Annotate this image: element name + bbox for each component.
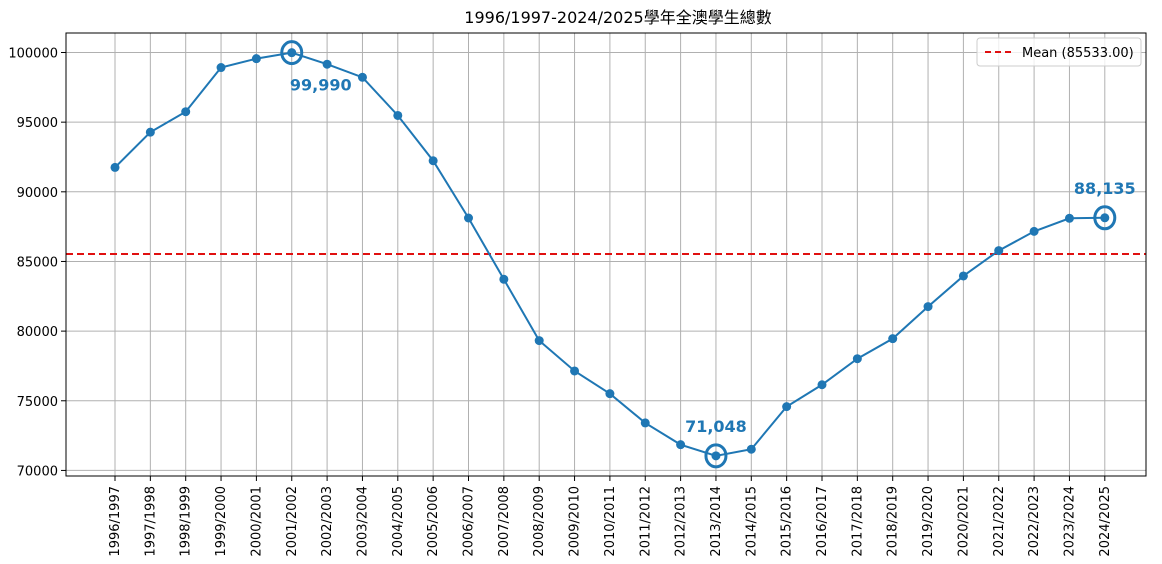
data-point	[181, 107, 191, 117]
data-point	[570, 366, 580, 376]
x-tick-label: 2021/2022	[992, 486, 1007, 557]
x-tick-label: 2022/2023	[1027, 486, 1042, 557]
annotation-marker	[704, 443, 728, 469]
x-tick-label: 1999/2000	[214, 486, 229, 557]
data-point	[393, 110, 403, 120]
x-tick-label: 2017/2018	[850, 486, 865, 557]
annotation-label: 71,048	[685, 417, 747, 436]
data-point	[428, 156, 438, 166]
x-tick-label: 2001/2002	[285, 486, 300, 557]
annotation-label: 88,135	[1074, 179, 1136, 198]
data-point	[357, 72, 367, 82]
data-point	[1029, 226, 1039, 236]
annotation-label: 99,990	[290, 76, 352, 95]
chart-title: 1996/1997-2024/2025學年全澳學生總數	[464, 8, 771, 27]
x-tick-label: 1996/1997	[108, 486, 123, 557]
x-axis-ticks: 1996/1997 1997/1998 1998/1999 1999/2000 2000…	[108, 476, 1113, 557]
y-tick-label: 70000	[17, 464, 58, 479]
x-tick-label: 2002/2003	[320, 486, 335, 557]
annotations: 99,990 71,048 88,135	[280, 40, 1136, 469]
y-tick-label: 80000	[17, 325, 58, 340]
x-tick-label: 2019/2020	[921, 486, 936, 557]
data-point	[888, 334, 898, 344]
y-tick-label: 75000	[17, 395, 58, 410]
data-point	[1100, 213, 1110, 223]
x-tick-label: 2000/2001	[249, 486, 264, 557]
x-tick-label: 2007/2008	[497, 486, 512, 557]
x-tick-label: 2015/2016	[780, 486, 795, 557]
data-point	[782, 402, 792, 412]
x-tick-label: 2009/2010	[568, 486, 583, 557]
data-point	[145, 127, 155, 137]
legend: Mean (85533.00)	[976, 37, 1142, 67]
y-tick-label: 95000	[17, 116, 58, 131]
x-tick-label: 2016/2017	[815, 486, 830, 557]
y-tick-label: 90000	[17, 186, 58, 201]
x-tick-label: 2023/2024	[1062, 486, 1077, 557]
data-point	[287, 48, 297, 58]
x-tick-label: 2018/2019	[886, 486, 901, 557]
y-axis-ticks: 70000 75000 80000 85000 90000 95000 100000	[8, 47, 66, 479]
data-point	[251, 54, 261, 64]
y-tick-label: 85000	[17, 255, 58, 270]
annotation-marker	[280, 40, 304, 66]
data-point	[322, 59, 332, 69]
x-tick-label: 2004/2005	[391, 486, 406, 557]
data-point	[534, 336, 544, 346]
data-point	[711, 451, 721, 461]
x-tick-label: 2006/2007	[462, 486, 477, 557]
x-tick-label: 2003/2004	[355, 486, 370, 557]
data-point	[216, 63, 226, 73]
data-point	[852, 354, 862, 364]
x-tick-label: 2008/2009	[532, 486, 547, 557]
plot-area-frame	[65, 32, 1147, 477]
x-tick-label: 2012/2013	[674, 486, 689, 557]
x-tick-label: 1998/1999	[179, 486, 194, 557]
data-point	[994, 246, 1004, 256]
data-point	[1064, 213, 1074, 223]
data-point	[676, 440, 686, 450]
x-tick-label: 2005/2006	[426, 486, 441, 557]
data-point	[499, 274, 509, 284]
legend-label-mean: Mean (85533.00)	[1022, 46, 1134, 61]
data-point	[923, 302, 933, 312]
data-point	[746, 444, 756, 454]
data-point	[817, 380, 827, 390]
data-point	[110, 162, 120, 172]
annotation-marker	[1093, 205, 1117, 231]
x-tick-label: 1997/1998	[143, 486, 158, 557]
data-point	[464, 213, 473, 223]
data-point	[958, 271, 968, 281]
data-point	[640, 418, 650, 428]
x-tick-label: 2024/2025	[1098, 486, 1113, 557]
x-tick-label: 2010/2011	[603, 486, 618, 557]
legend-box	[976, 37, 1142, 67]
x-tick-label: 2013/2014	[709, 486, 724, 557]
x-tick-label: 2020/2021	[956, 486, 971, 557]
x-tick-label: 2014/2015	[744, 486, 759, 557]
x-tick-label: 2011/2012	[638, 486, 653, 557]
series-group	[110, 48, 1110, 461]
y-tick-label: 100000	[8, 47, 58, 62]
data-point	[605, 389, 615, 399]
